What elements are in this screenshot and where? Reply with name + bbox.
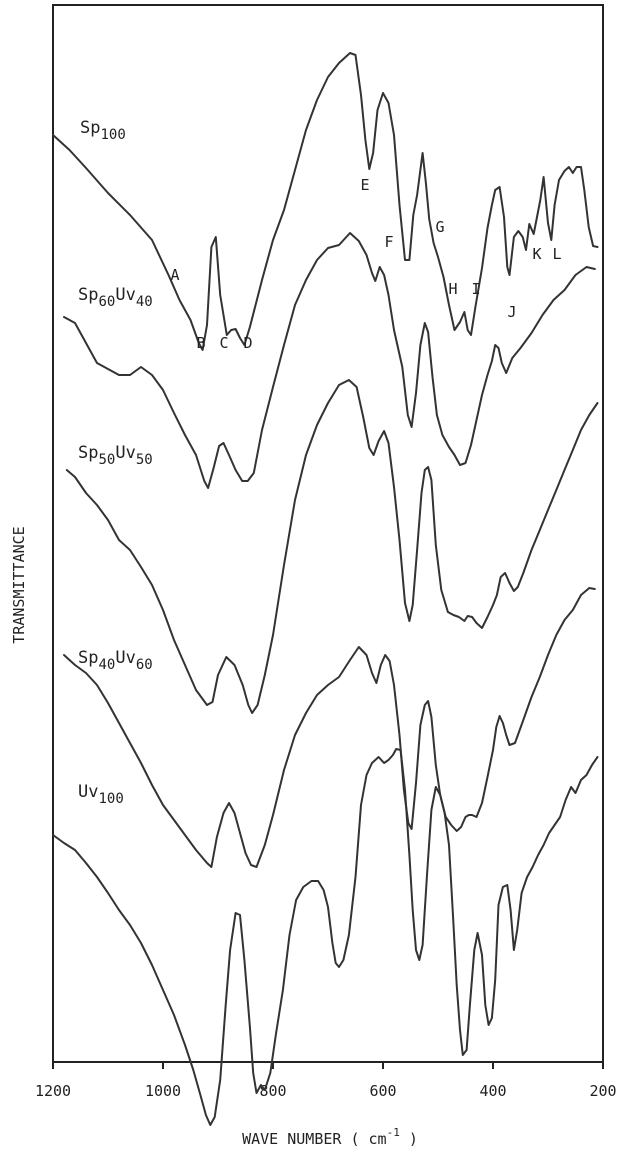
x-axis-title: WAVE NUMBER ( cm-1 ) [242, 1126, 418, 1148]
peak-label-B: B [196, 334, 205, 352]
series-label-Uv100: Uv100 [78, 782, 124, 807]
x-tick-label-400: 400 [479, 1082, 506, 1100]
series-line-Sp60Uv40 [63, 232, 596, 489]
peak-label-A: A [170, 266, 179, 284]
peak-label-F: F [384, 233, 393, 251]
series-label-Sp60Uv40: Sp60Uv40 [78, 285, 153, 310]
series-label-Sp50Uv50: Sp50Uv50 [78, 443, 153, 468]
series-line-Sp100 [52, 52, 599, 351]
peak-labels: A B C D E F G H I J K L [170, 176, 561, 352]
peak-label-H: H [448, 280, 457, 298]
peak-label-I: I [471, 280, 480, 298]
series-line-Sp50Uv50 [65, 379, 599, 714]
x-tick-label-600: 600 [369, 1082, 396, 1100]
series-line-Uv100 [52, 748, 599, 1126]
x-axis-ticks: 1200 1000 800 600 400 200 [35, 1062, 617, 1100]
plot-border [52, 4, 604, 1063]
peak-label-G: G [435, 218, 444, 236]
y-axis-title: TRANSMITTANCE [10, 526, 28, 643]
peak-label-D: D [243, 334, 252, 352]
peak-label-C: C [219, 334, 228, 352]
peak-label-L: L [552, 245, 561, 263]
series-label-Sp100: Sp100 [80, 118, 126, 143]
peak-label-K: K [532, 245, 541, 263]
spectra-curves [52, 52, 599, 1126]
x-tick-label-1200: 1200 [35, 1082, 71, 1100]
series-label-Sp40Uv60: Sp40Uv60 [78, 648, 153, 673]
x-tick-label-1000: 1000 [145, 1082, 181, 1100]
peak-label-E: E [360, 176, 369, 194]
plot-frame [52, 4, 604, 1063]
peak-label-J: J [507, 303, 516, 321]
series-line-Sp40Uv60 [63, 587, 596, 868]
series-labels: Sp100 Sp60Uv40 Sp50Uv50 Sp40Uv60 Uv100 [78, 118, 153, 807]
x-tick-label-200: 200 [589, 1082, 616, 1100]
x-tick-label-800: 800 [259, 1082, 286, 1100]
